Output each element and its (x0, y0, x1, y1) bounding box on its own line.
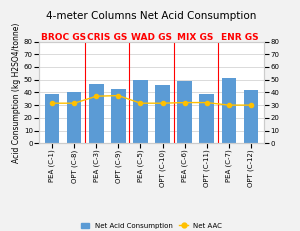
Bar (45, 94, 59, 143)
Text: BROC GS: BROC GS (41, 33, 86, 42)
Bar (200, 94, 214, 143)
Bar (177, 81, 192, 143)
Y-axis label: Acid Consumption (kg H2SO4/tonne): Acid Consumption (kg H2SO4/tonne) (12, 22, 21, 163)
Bar (244, 90, 258, 143)
Text: MIX GS: MIX GS (177, 33, 214, 42)
Text: WAD GS: WAD GS (131, 33, 172, 42)
Legend: Net Acid Consumption, Net AAC: Net Acid Consumption, Net AAC (78, 220, 225, 231)
Title: 4-meter Columns Net Acid Consumption: 4-meter Columns Net Acid Consumption (46, 11, 257, 21)
Bar (155, 85, 170, 143)
Text: CRIS GS: CRIS GS (87, 33, 128, 42)
Text: ENR GS: ENR GS (221, 33, 259, 42)
Bar (67, 92, 82, 143)
Bar (133, 80, 148, 143)
Bar (221, 79, 236, 143)
Bar (111, 89, 126, 143)
Bar (89, 84, 103, 143)
